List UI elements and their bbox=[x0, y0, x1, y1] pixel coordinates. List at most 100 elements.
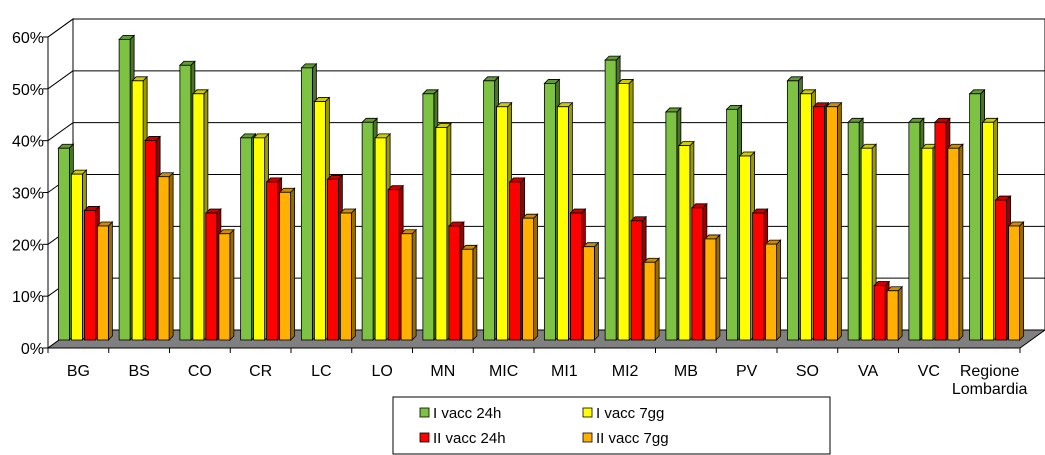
y-tick-label: 20% bbox=[12, 237, 44, 254]
bar-group bbox=[664, 106, 721, 341]
bar-front bbox=[812, 106, 825, 341]
bar-front bbox=[947, 147, 960, 341]
bar-front bbox=[786, 80, 799, 341]
bar-front bbox=[752, 212, 765, 341]
bar-group bbox=[118, 34, 175, 341]
x-tick-label: VA bbox=[858, 363, 878, 380]
legend: I vacc 24h I vacc 7gg II vacc 24h II vacc 7… bbox=[392, 396, 831, 455]
bar bbox=[339, 208, 357, 341]
bar-front bbox=[361, 121, 374, 341]
bar-front bbox=[799, 93, 812, 341]
bar-front bbox=[422, 93, 435, 341]
bar-group bbox=[543, 78, 600, 341]
bar-front bbox=[582, 246, 595, 341]
x-axis-labels: BG BS CO CR LC LO MN MIC MI1 MI2 MB PV SO VA VC Regione… bbox=[47, 348, 1028, 398]
bar-group bbox=[786, 75, 843, 341]
x-tick-label: PV bbox=[736, 363, 758, 380]
bar-front bbox=[995, 199, 1008, 341]
bar-front bbox=[192, 93, 205, 341]
legend-swatch bbox=[582, 432, 593, 443]
bar-front bbox=[522, 217, 535, 341]
bar-front bbox=[57, 147, 70, 341]
bar-front bbox=[218, 233, 231, 341]
bar-side bbox=[290, 187, 296, 341]
y-tick-label: 50% bbox=[12, 82, 44, 99]
bar-front bbox=[70, 173, 83, 341]
bar-front bbox=[886, 290, 899, 341]
bar-front bbox=[847, 121, 860, 341]
bar-front bbox=[279, 191, 292, 341]
bar-group bbox=[604, 55, 661, 341]
x-tick-label: CO bbox=[188, 363, 212, 380]
gridline-side bbox=[47, 70, 74, 90]
bar-group bbox=[847, 117, 904, 341]
bar bbox=[886, 285, 904, 341]
bar-front bbox=[253, 137, 266, 341]
legend-item: I vacc 7gg bbox=[582, 405, 664, 422]
bar-front bbox=[448, 225, 461, 341]
bar-front bbox=[157, 176, 170, 341]
bar-front bbox=[496, 106, 509, 341]
bar bbox=[278, 187, 296, 341]
bar-group bbox=[725, 104, 782, 341]
x-tick-label: LO bbox=[371, 363, 392, 380]
bar-front bbox=[313, 101, 326, 341]
bar-side bbox=[897, 285, 903, 341]
bar-group bbox=[300, 62, 357, 341]
bar bbox=[400, 228, 418, 341]
bar-front bbox=[691, 207, 704, 341]
bar-front bbox=[934, 121, 947, 341]
bar-front bbox=[300, 67, 313, 341]
bar-front bbox=[604, 59, 617, 341]
bar-side bbox=[836, 101, 842, 341]
bar-side bbox=[593, 241, 599, 341]
bar-group bbox=[907, 117, 964, 341]
legend-item: II vacc 24h bbox=[419, 430, 506, 447]
x-tick-label: LC bbox=[311, 363, 331, 380]
y-tick-label: 40% bbox=[12, 134, 44, 151]
gridline-side bbox=[47, 122, 74, 142]
legend-box bbox=[392, 396, 831, 455]
bar-front bbox=[765, 243, 778, 341]
bar bbox=[460, 244, 478, 341]
bar-front bbox=[678, 145, 691, 341]
x-tick-label: MI2 bbox=[612, 363, 639, 380]
bar-side bbox=[533, 213, 539, 341]
bar-side bbox=[107, 221, 113, 341]
x-tick-label: CR bbox=[249, 363, 272, 380]
bar-group bbox=[421, 88, 478, 341]
bar bbox=[157, 171, 175, 341]
bar-front bbox=[643, 261, 656, 341]
bar bbox=[764, 239, 782, 341]
bar-front bbox=[556, 106, 569, 341]
bar-front bbox=[266, 181, 279, 341]
bar-side bbox=[654, 257, 660, 341]
legend-label: II vacc 7gg bbox=[596, 430, 669, 447]
x-tick-label: BS bbox=[128, 363, 149, 380]
bar-front bbox=[665, 111, 678, 341]
x-tick-label: Regione Lombardia bbox=[952, 363, 1028, 398]
bar-group bbox=[361, 117, 418, 341]
legend-swatch bbox=[419, 407, 430, 418]
x-tick-label: BG bbox=[67, 363, 90, 380]
bar-side bbox=[168, 171, 174, 341]
bar bbox=[582, 241, 600, 341]
bar-front bbox=[96, 225, 109, 341]
y-tick-label: 10% bbox=[12, 289, 44, 306]
bar-front bbox=[179, 64, 192, 341]
y-axis-labels: 0% 10% 20% 30% 40% 50% 60% bbox=[12, 30, 48, 358]
x-tick-label: MIC bbox=[489, 363, 518, 380]
bar-side bbox=[472, 244, 478, 341]
bar-group bbox=[968, 88, 1025, 341]
bar-front bbox=[400, 233, 413, 341]
bar-side bbox=[411, 228, 417, 341]
bar-front bbox=[326, 178, 339, 341]
legend-label: I vacc 7gg bbox=[596, 405, 664, 422]
bars bbox=[57, 34, 1025, 341]
bar-front bbox=[860, 147, 873, 341]
bar-side bbox=[958, 143, 964, 341]
bar-front bbox=[205, 212, 218, 341]
bar bbox=[96, 221, 114, 341]
bar-front bbox=[144, 140, 157, 341]
bar bbox=[521, 213, 539, 341]
